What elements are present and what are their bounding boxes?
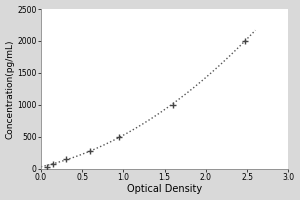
- Y-axis label: Concentration(pg/mL): Concentration(pg/mL): [6, 39, 15, 139]
- X-axis label: Optical Density: Optical Density: [127, 184, 202, 194]
